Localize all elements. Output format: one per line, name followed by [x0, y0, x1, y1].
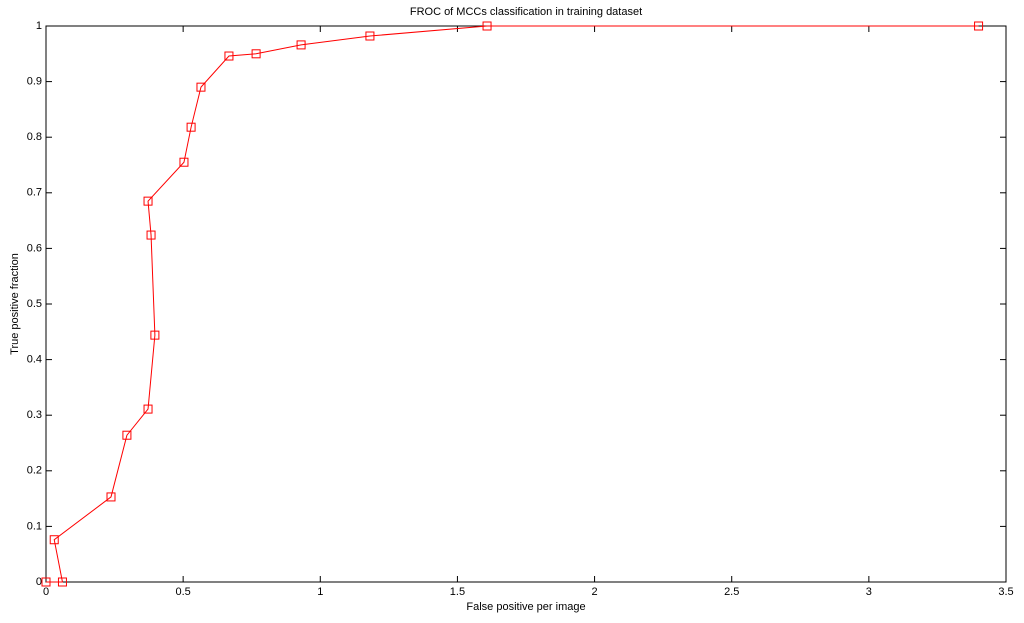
data-point — [143, 404, 153, 414]
data-point — [146, 230, 156, 240]
x-tick-label: 3.5 — [998, 586, 1013, 598]
data-point — [106, 492, 116, 502]
y-tick-label: 0.9 — [27, 76, 42, 88]
data-point — [57, 577, 67, 587]
y-axis-label: True positive fraction — [9, 253, 21, 355]
data-point — [296, 40, 306, 50]
data-point — [365, 31, 375, 41]
series-line — [46, 25, 979, 583]
data-point — [150, 330, 160, 340]
y-tick-label: 1 — [36, 20, 42, 32]
y-tick-label: 0.5 — [27, 298, 42, 310]
y-tick-label: 0.4 — [27, 354, 42, 366]
x-tick-label: 1 — [317, 586, 323, 598]
x-axis-label: False positive per image — [466, 601, 585, 613]
data-point — [49, 535, 59, 545]
y-tick-label: 0.2 — [27, 465, 42, 477]
y-tick-label: 0.3 — [27, 409, 42, 421]
x-tick-label: 2.5 — [724, 586, 739, 598]
plot-frame — [45, 25, 1007, 583]
data-point — [122, 430, 132, 440]
x-tick-label: 3 — [866, 586, 872, 598]
data-point — [482, 21, 492, 31]
y-tick-label: 0.1 — [27, 520, 42, 532]
x-tick-label: 2 — [592, 586, 598, 598]
data-point — [143, 196, 153, 206]
y-tick-label: 0.6 — [27, 242, 42, 254]
x-tick-label: 0.5 — [175, 586, 190, 598]
data-point — [974, 21, 984, 31]
y-tick-label: 0.7 — [27, 187, 42, 199]
data-point — [179, 157, 189, 167]
data-point — [224, 51, 234, 61]
data-point — [41, 577, 51, 587]
data-point — [186, 122, 196, 132]
data-point — [251, 49, 261, 59]
data-point — [196, 82, 206, 92]
chart-title: FROC of MCCs classification in training … — [410, 6, 642, 18]
y-tick-label: 0 — [36, 576, 42, 588]
x-tick-label: 0 — [43, 586, 49, 598]
y-tick-label: 0.8 — [27, 131, 42, 143]
x-tick-label: 1.5 — [450, 586, 465, 598]
